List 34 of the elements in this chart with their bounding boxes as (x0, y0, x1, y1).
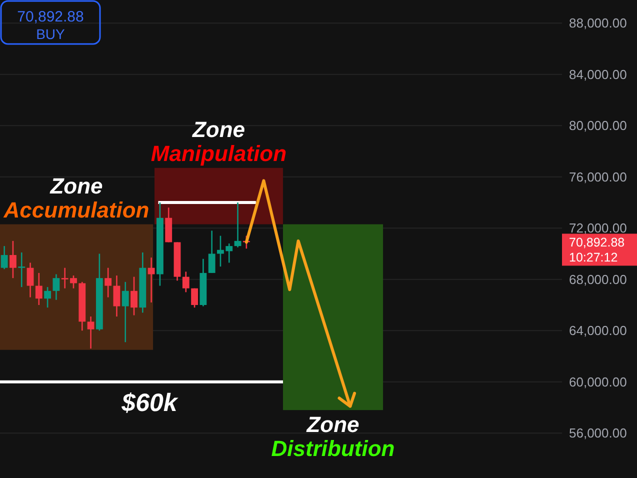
candlestick (87, 316, 94, 350)
candlestick (234, 202, 242, 248)
candlestick (35, 272, 42, 306)
candlestick (52, 274, 60, 301)
candlestick (122, 281, 129, 343)
y-tick-label: 68,000.00 (569, 272, 627, 287)
candlestick (0, 245, 8, 270)
y-tick-label: 88,000.00 (569, 16, 627, 31)
y-tick-label: 60,000.00 (569, 374, 627, 390)
price-tag: 70,892.88 10:27:12 (562, 234, 637, 266)
band-label: Zone Distribution (271, 412, 395, 462)
y-tick-label: 64,000.00 (569, 323, 627, 338)
candlestick (130, 276, 138, 316)
candlestick (10, 240, 16, 279)
candlestick (208, 230, 216, 274)
candlestick (182, 271, 190, 293)
candlestick (18, 252, 26, 288)
band-label: Zone Manipulation (150, 116, 287, 166)
buy-button: 70,892.88 BUY (0, 0, 101, 45)
candlestick (26, 262, 34, 298)
y-tick-label: 56,000.00 (569, 426, 627, 441)
candlestick (148, 256, 155, 304)
band-label: Zone Accumulation (2, 173, 150, 222)
y-tick-label: 76,000.00 (569, 169, 627, 184)
candlestick (113, 274, 120, 318)
annotation: 70,892.88 (17, 8, 84, 26)
y-tick-label: 80,000.00 (569, 118, 627, 134)
y-tick-label: 72,000.00 (569, 220, 627, 236)
ref-line-label: $60k (120, 388, 178, 417)
y-tick-label: 84,000.00 (569, 66, 627, 82)
candlestick (104, 267, 112, 298)
candlestick (191, 288, 198, 308)
candlestick (44, 286, 52, 308)
annotation: BUY (36, 26, 66, 42)
